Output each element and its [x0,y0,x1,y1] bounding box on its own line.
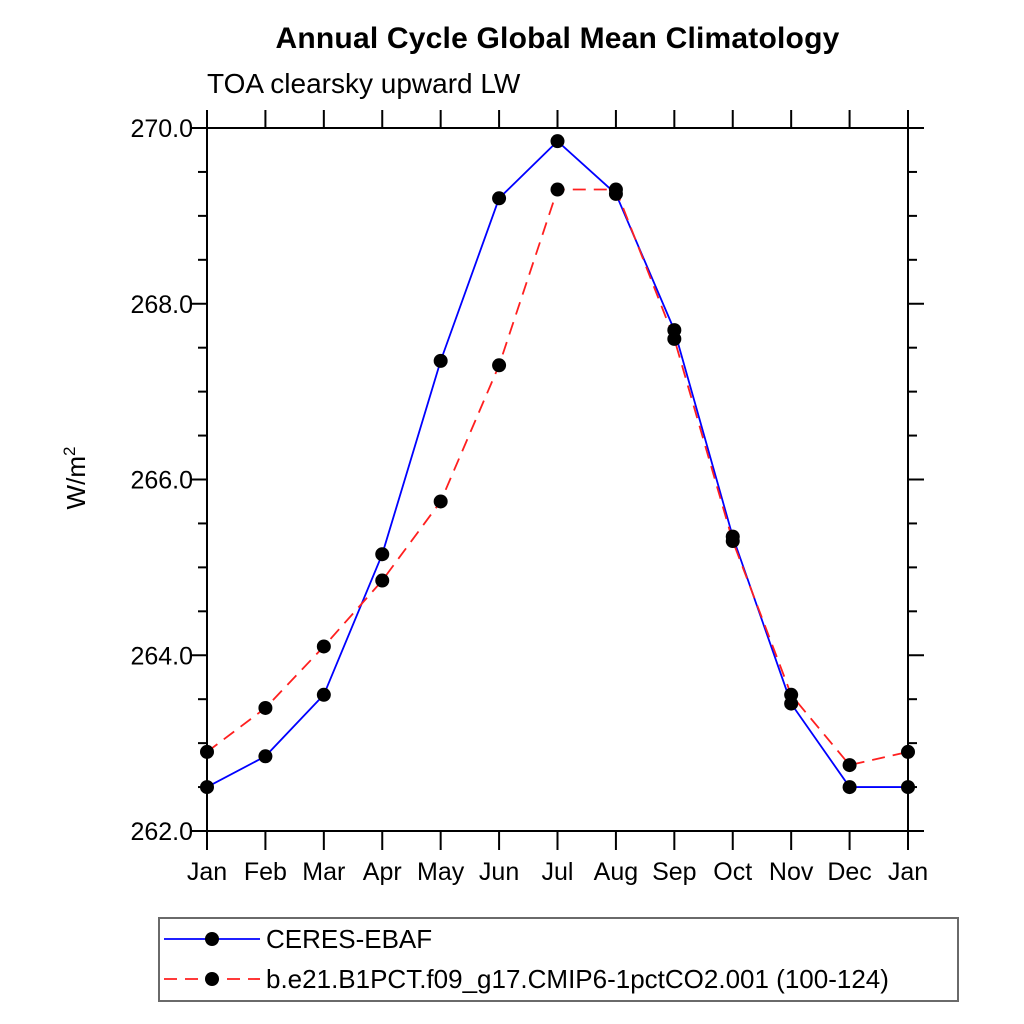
data-point-marker [725,534,740,549]
x-tick-label: Jun [479,858,519,886]
data-point-marker [258,700,273,715]
x-tick-label: Feb [244,858,287,886]
legend-sample-marker [205,972,219,986]
legend-line-sample-solid [164,932,260,946]
plot-frame [206,127,909,832]
chart-subtitle: TOA clearsky upward LW [207,68,521,99]
chart-title: Annual Cycle Global Mean Climatology [275,22,840,55]
x-tick-label: Jul [542,858,574,886]
data-point-marker [433,494,448,509]
x-tick-label: May [417,858,465,886]
legend-sample-marker [205,932,219,946]
data-point-marker [842,758,857,773]
data-point-marker [316,687,331,702]
x-tick-label: Jan [888,858,928,886]
data-point-marker [492,191,507,206]
data-point-marker [258,749,273,764]
legend-item-model-run: b.e21.B1PCT.f09_g17.CMIP6-1pctCO2.001 (1… [162,959,889,999]
series-line-1 [206,188,909,767]
data-point-marker [784,687,799,702]
y-tick-label: 262.0 [130,818,193,846]
data-point-marker [375,573,390,588]
x-tick-label: Jan [187,858,227,886]
legend-label: CERES-EBAF [266,923,433,954]
data-point-marker [492,358,507,373]
y-tick-label: 268.0 [130,291,193,319]
x-tick-label: Dec [827,858,871,886]
data-point-marker [550,182,565,197]
x-tick-label: Nov [769,858,814,886]
y-tick-label: 266.0 [130,467,193,495]
x-tick-label: Oct [713,858,752,886]
data-point-marker [550,134,565,149]
data-point-marker [667,331,682,346]
data-point-marker [901,744,915,759]
data-point-marker [375,547,390,562]
data-point-marker [200,780,214,795]
y-tick-label: 264.0 [130,642,193,670]
legend: CERES-EBAF b.e21.B1PCT.f09_g17.CMIP6-1pc… [158,917,959,1002]
series-line-0 [206,139,908,788]
x-tick-label: Aug [594,858,638,886]
chart-canvas: Jan Feb Mar Apr May Jun Jul Aug Sep Oct Nov Dec Jan 2… [130,110,928,886]
y-tick-label: 270.0 [130,115,193,143]
legend-line-sample-dashed [164,972,260,986]
legend-label: b.e21.B1PCT.f09_g17.CMIP6-1pctCO2.001 (1… [266,963,889,994]
legend-item-ceres-ebaf: CERES-EBAF [162,919,432,959]
data-point-marker [433,353,448,368]
data-point-marker [316,639,331,654]
x-tick-label: Sep [652,858,696,886]
data-point-marker [200,744,214,759]
data-point-marker [608,182,623,197]
x-tick-label: Apr [363,858,402,886]
x-tick-label: Mar [302,858,345,886]
data-point-marker [901,780,915,795]
data-point-marker [842,780,857,795]
